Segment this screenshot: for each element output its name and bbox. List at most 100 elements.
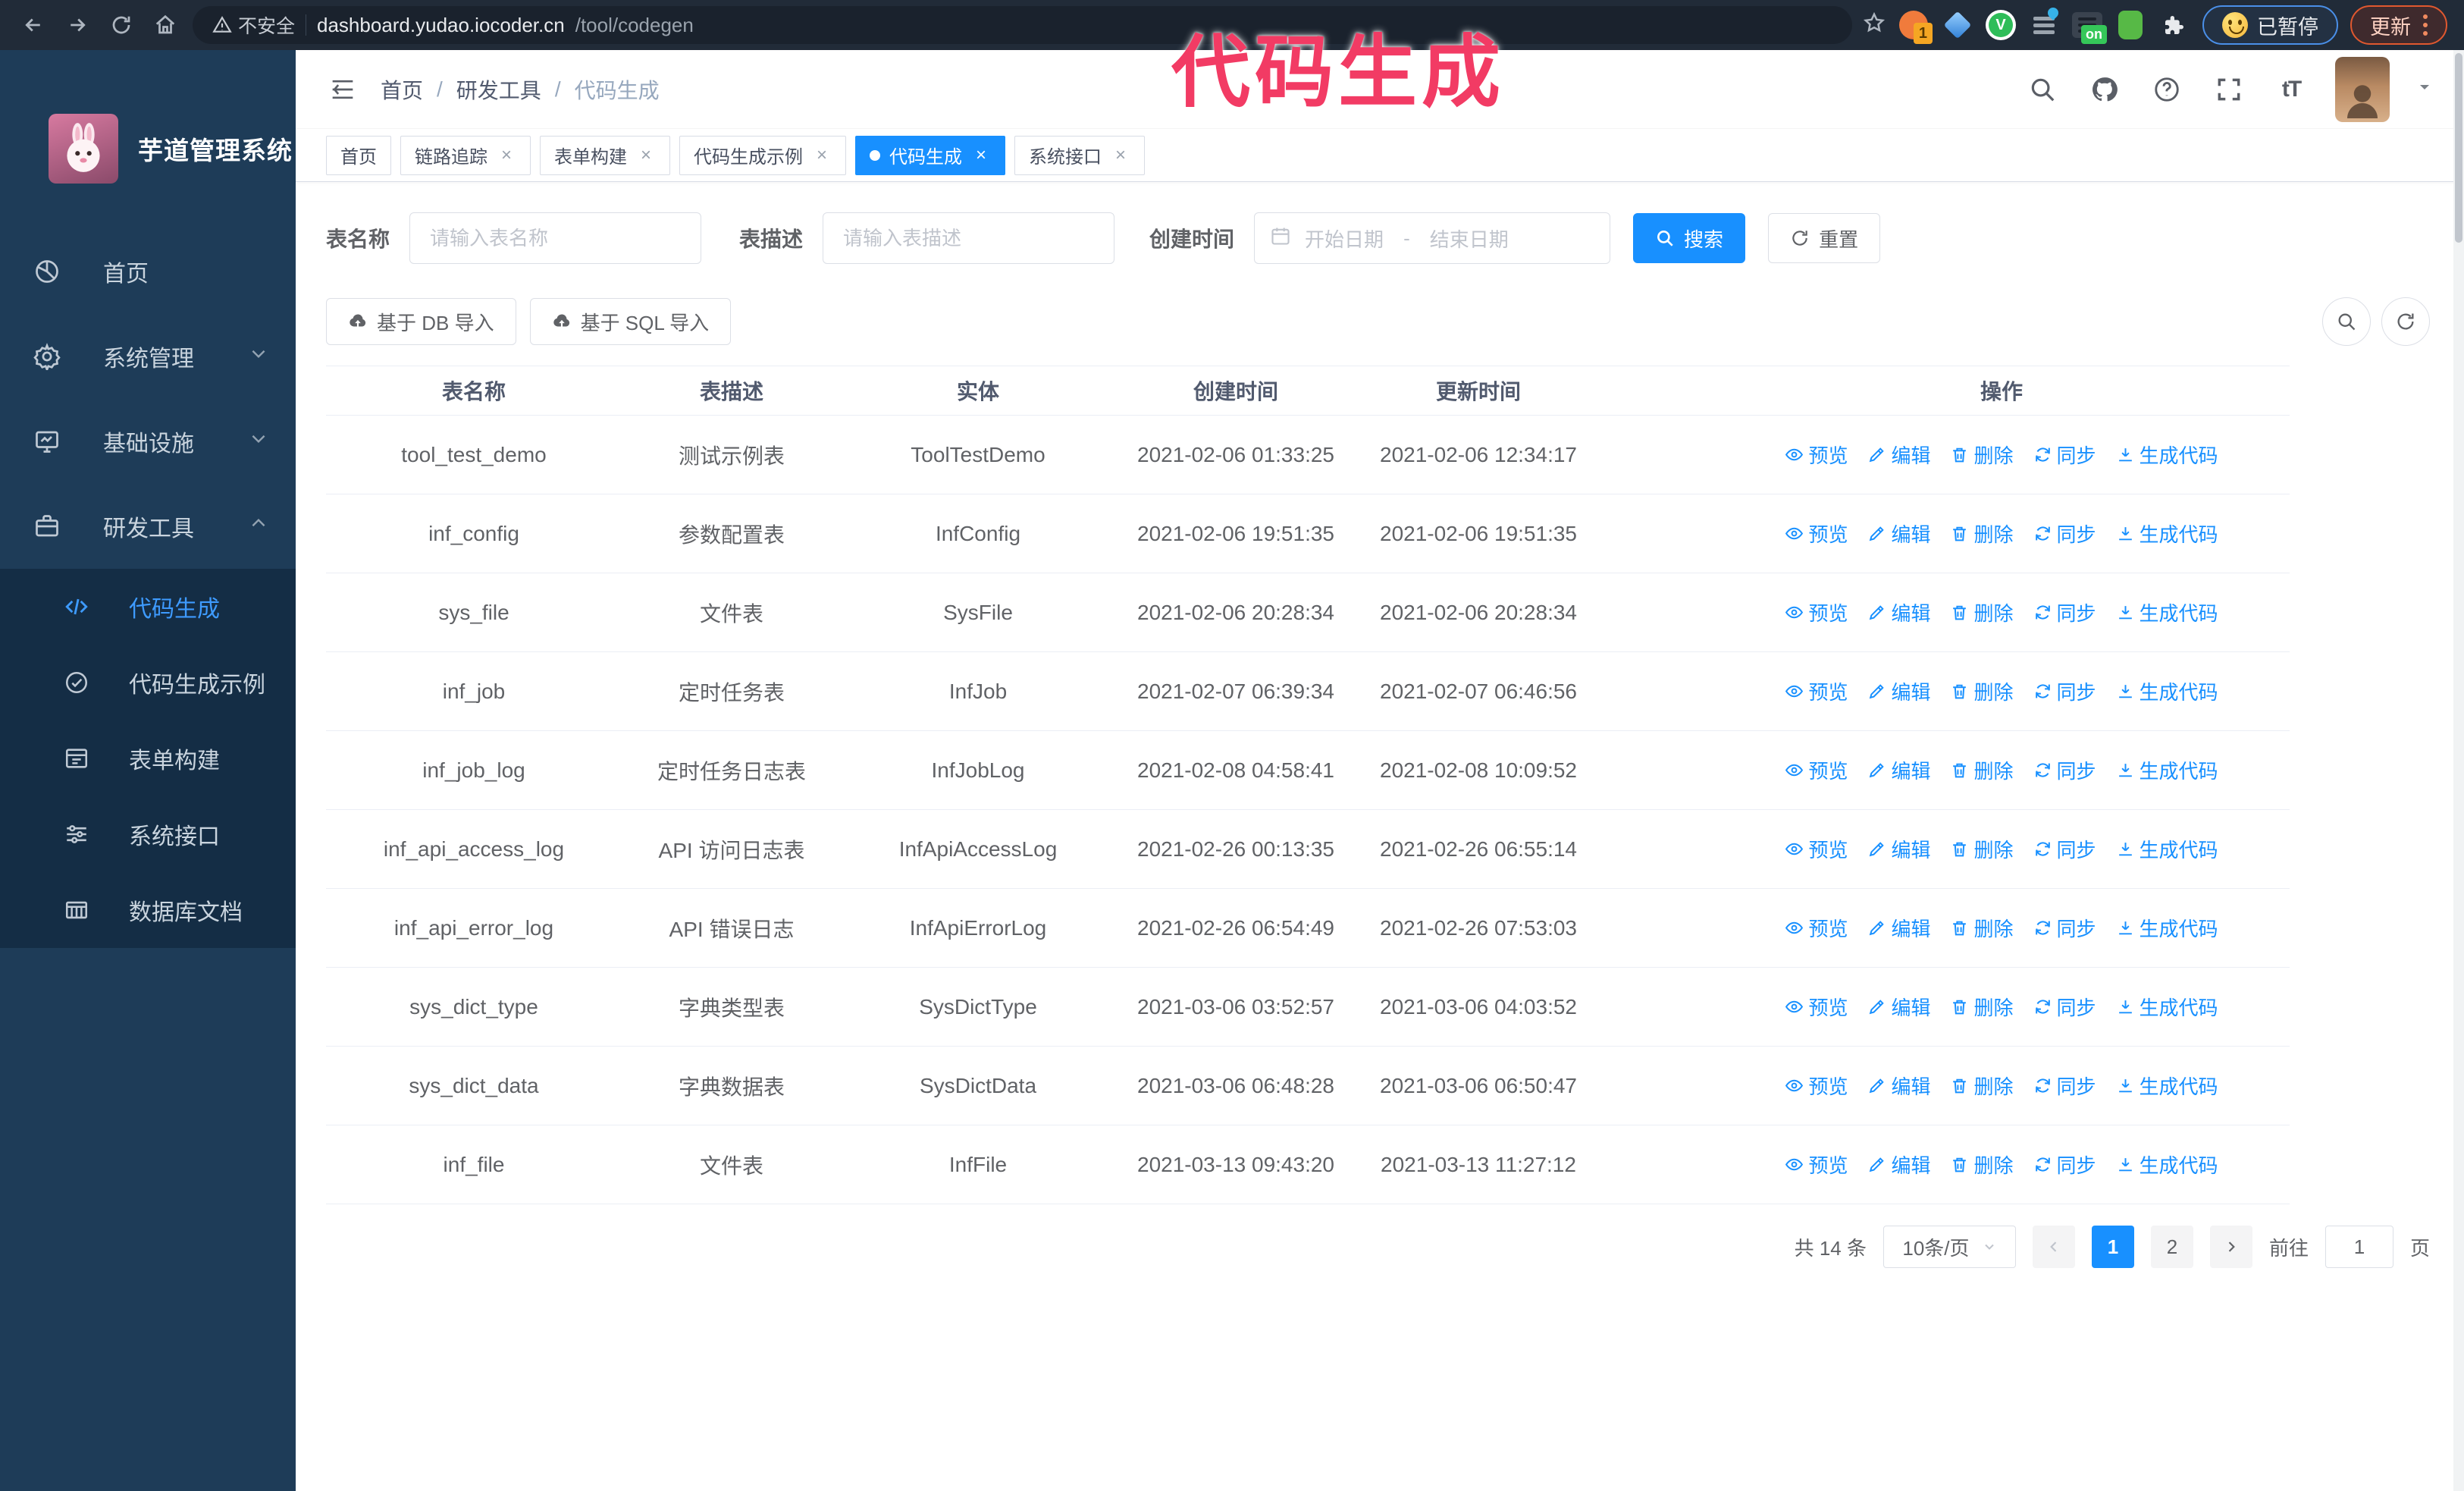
forward-icon[interactable] — [61, 8, 94, 42]
generate-code-link[interactable]: 生成代码 — [2116, 519, 2218, 548]
security-warning[interactable]: 不安全 — [212, 11, 295, 39]
bookmark-star-icon[interactable] — [1863, 11, 1886, 39]
font-size-icon[interactable]: tT — [2281, 76, 2302, 102]
home-icon[interactable] — [149, 8, 182, 42]
tab-form-builder[interactable]: 表单构建 × — [540, 135, 670, 175]
generate-code-link[interactable]: 生成代码 — [2116, 756, 2218, 784]
preview-link[interactable]: 预览 — [1785, 914, 1848, 942]
address-bar[interactable]: 不安全 dashboard.yudao.iocoder.cn/tool/code… — [193, 6, 1852, 44]
preview-link[interactable]: 预览 — [1785, 598, 1848, 626]
generate-code-link[interactable]: 生成代码 — [2116, 993, 2218, 1021]
delete-link[interactable]: 删除 — [1950, 441, 2014, 469]
delete-link[interactable]: 删除 — [1950, 835, 2014, 863]
delete-link[interactable]: 删除 — [1950, 519, 2014, 548]
sidebar-item-database-doc[interactable]: 数据库文档 — [0, 872, 296, 948]
edit-link[interactable]: 编辑 — [1867, 993, 1930, 1021]
extensions-puzzle-icon[interactable] — [2158, 9, 2190, 41]
menu-dots-icon[interactable] — [2423, 14, 2428, 36]
preview-link[interactable]: 预览 — [1785, 835, 1848, 863]
help-icon[interactable] — [2149, 71, 2185, 108]
page-button-1[interactable]: 1 — [2091, 1226, 2134, 1268]
close-icon[interactable]: × — [1114, 144, 1126, 165]
page-button-2[interactable]: 2 — [2150, 1226, 2193, 1268]
sidebar-item-home[interactable]: 首页 — [0, 229, 296, 314]
edit-link[interactable]: 编辑 — [1867, 677, 1930, 705]
sync-link[interactable]: 同步 — [2033, 914, 2096, 942]
table-desc-input[interactable] — [823, 212, 1115, 264]
search-button[interactable]: 搜索 — [1633, 213, 1746, 263]
date-range-picker[interactable]: 开始日期 - 结束日期 — [1254, 212, 1611, 264]
sidebar-item-dev-tools[interactable]: 研发工具 — [0, 484, 296, 569]
extension-v-icon[interactable]: V — [1986, 10, 2016, 40]
generate-code-link[interactable]: 生成代码 — [2116, 677, 2218, 705]
scrollbar-thumb[interactable] — [2455, 53, 2462, 243]
tab-system-api[interactable]: 系统接口 × — [1014, 135, 1145, 175]
sync-link[interactable]: 同步 — [2033, 835, 2096, 863]
page-size-select[interactable]: 10条/页 — [1882, 1226, 2016, 1268]
delete-link[interactable]: 删除 — [1950, 598, 2014, 626]
update-button[interactable]: 更新 — [2350, 5, 2447, 45]
prev-page-button[interactable] — [2032, 1226, 2075, 1268]
edit-link[interactable]: 编辑 — [1867, 1150, 1930, 1179]
next-page-button[interactable] — [2209, 1226, 2252, 1268]
fullscreen-icon[interactable] — [2211, 71, 2247, 108]
delete-link[interactable]: 删除 — [1950, 914, 2014, 942]
generate-code-link[interactable]: 生成代码 — [2116, 835, 2218, 863]
hamburger-icon[interactable] — [326, 73, 359, 106]
import-sql-button[interactable]: 基于 SQL 导入 — [529, 298, 732, 345]
refresh-icon[interactable] — [105, 8, 138, 42]
breadcrumb-dev-tools[interactable]: 研发工具 — [456, 78, 541, 102]
extension-tabs-icon[interactable]: on — [2072, 12, 2107, 44]
delete-link[interactable]: 删除 — [1950, 1072, 2014, 1100]
breadcrumb-home[interactable]: 首页 — [381, 78, 424, 102]
preview-link[interactable]: 预览 — [1785, 519, 1848, 548]
sidebar-item-code-generation[interactable]: 代码生成 — [0, 569, 296, 645]
tab-codegen-example[interactable]: 代码生成示例 × — [679, 135, 846, 175]
tab-codegen[interactable]: 代码生成 × — [855, 135, 1005, 175]
preview-link[interactable]: 预览 — [1785, 993, 1848, 1021]
sidebar-item-system-api[interactable]: 系统接口 — [0, 796, 296, 872]
table-name-input[interactable] — [409, 212, 702, 264]
close-icon[interactable]: × — [500, 144, 512, 165]
sync-link[interactable]: 同步 — [2033, 598, 2096, 626]
paused-badge[interactable]: 已暂停 — [2202, 5, 2338, 45]
import-db-button[interactable]: 基于 DB 导入 — [326, 298, 516, 345]
edit-link[interactable]: 编辑 — [1867, 914, 1930, 942]
preview-link[interactable]: 预览 — [1785, 1150, 1848, 1179]
back-icon[interactable] — [17, 8, 50, 42]
extension-gem-icon[interactable] — [1942, 9, 1973, 41]
delete-link[interactable]: 删除 — [1950, 993, 2014, 1021]
goto-page-input[interactable] — [2324, 1226, 2393, 1268]
preview-link[interactable]: 预览 — [1785, 1072, 1848, 1100]
sidebar-item-code-generation-example[interactable]: 代码生成示例 — [0, 645, 296, 720]
sidebar-item-system-management[interactable]: 系统管理 — [0, 314, 296, 399]
sync-link[interactable]: 同步 — [2033, 441, 2096, 469]
sync-link[interactable]: 同步 — [2033, 1072, 2096, 1100]
extension-green-icon[interactable] — [2114, 9, 2146, 41]
toggle-search-button[interactable] — [2322, 297, 2371, 346]
delete-link[interactable]: 删除 — [1950, 756, 2014, 784]
sync-link[interactable]: 同步 — [2033, 519, 2096, 548]
preview-link[interactable]: 预览 — [1785, 756, 1848, 784]
edit-link[interactable]: 编辑 — [1867, 598, 1930, 626]
generate-code-link[interactable]: 生成代码 — [2116, 1150, 2218, 1179]
avatar[interactable] — [2335, 56, 2390, 122]
delete-link[interactable]: 删除 — [1950, 677, 2014, 705]
generate-code-link[interactable]: 生成代码 — [2116, 914, 2218, 942]
github-icon[interactable] — [2086, 71, 2123, 108]
preview-link[interactable]: 预览 — [1785, 677, 1848, 705]
sync-link[interactable]: 同步 — [2033, 677, 2096, 705]
edit-link[interactable]: 编辑 — [1867, 519, 1930, 548]
edit-link[interactable]: 编辑 — [1867, 756, 1930, 784]
sync-link[interactable]: 同步 — [2033, 993, 2096, 1021]
tab-trace[interactable]: 链路追踪 × — [400, 135, 531, 175]
preview-link[interactable]: 预览 — [1785, 441, 1848, 469]
sidebar-item-form-builder[interactable]: 表单构建 — [0, 720, 296, 796]
tab-home[interactable]: 首页 — [326, 135, 391, 175]
generate-code-link[interactable]: 生成代码 — [2116, 441, 2218, 469]
search-icon[interactable] — [2024, 71, 2061, 108]
reset-button[interactable]: 重置 — [1768, 213, 1881, 263]
delete-link[interactable]: 删除 — [1950, 1150, 2014, 1179]
edit-link[interactable]: 编辑 — [1867, 441, 1930, 469]
edit-link[interactable]: 编辑 — [1867, 835, 1930, 863]
